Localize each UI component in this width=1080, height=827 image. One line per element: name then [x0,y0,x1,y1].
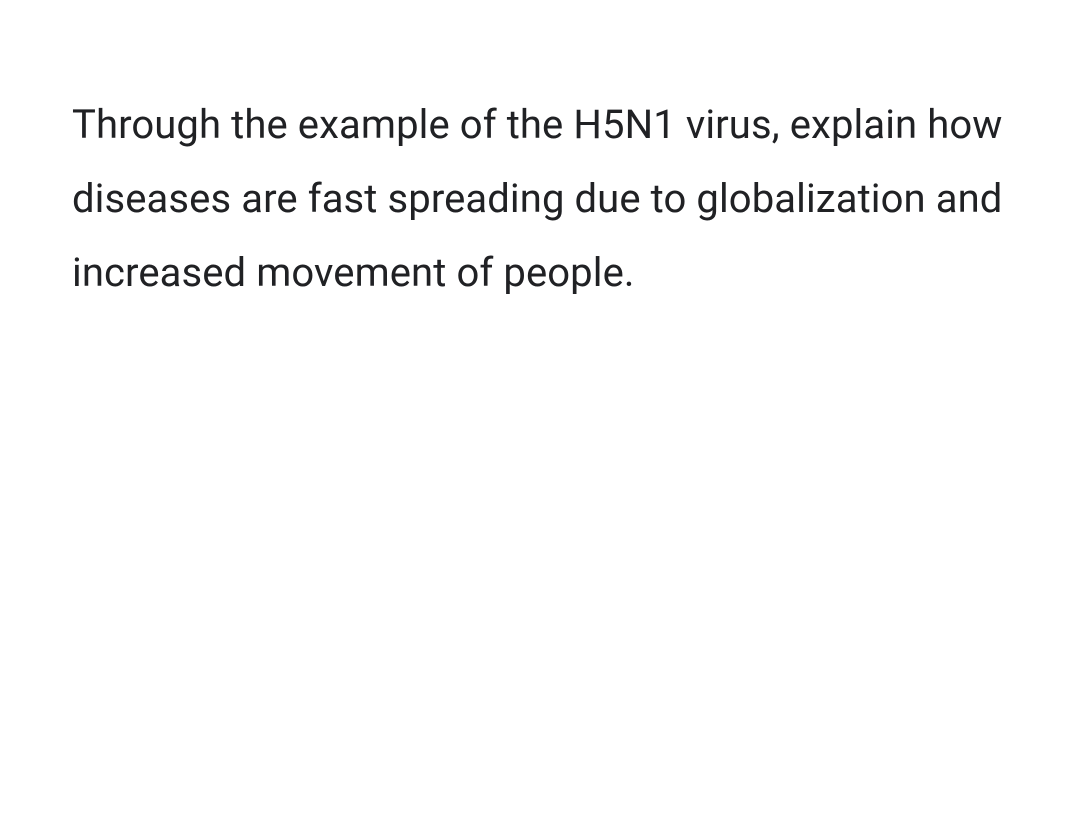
question-text: Through the example of the H5N1 virus, e… [72,88,1008,310]
document-body: Through the example of the H5N1 virus, e… [0,0,1080,827]
